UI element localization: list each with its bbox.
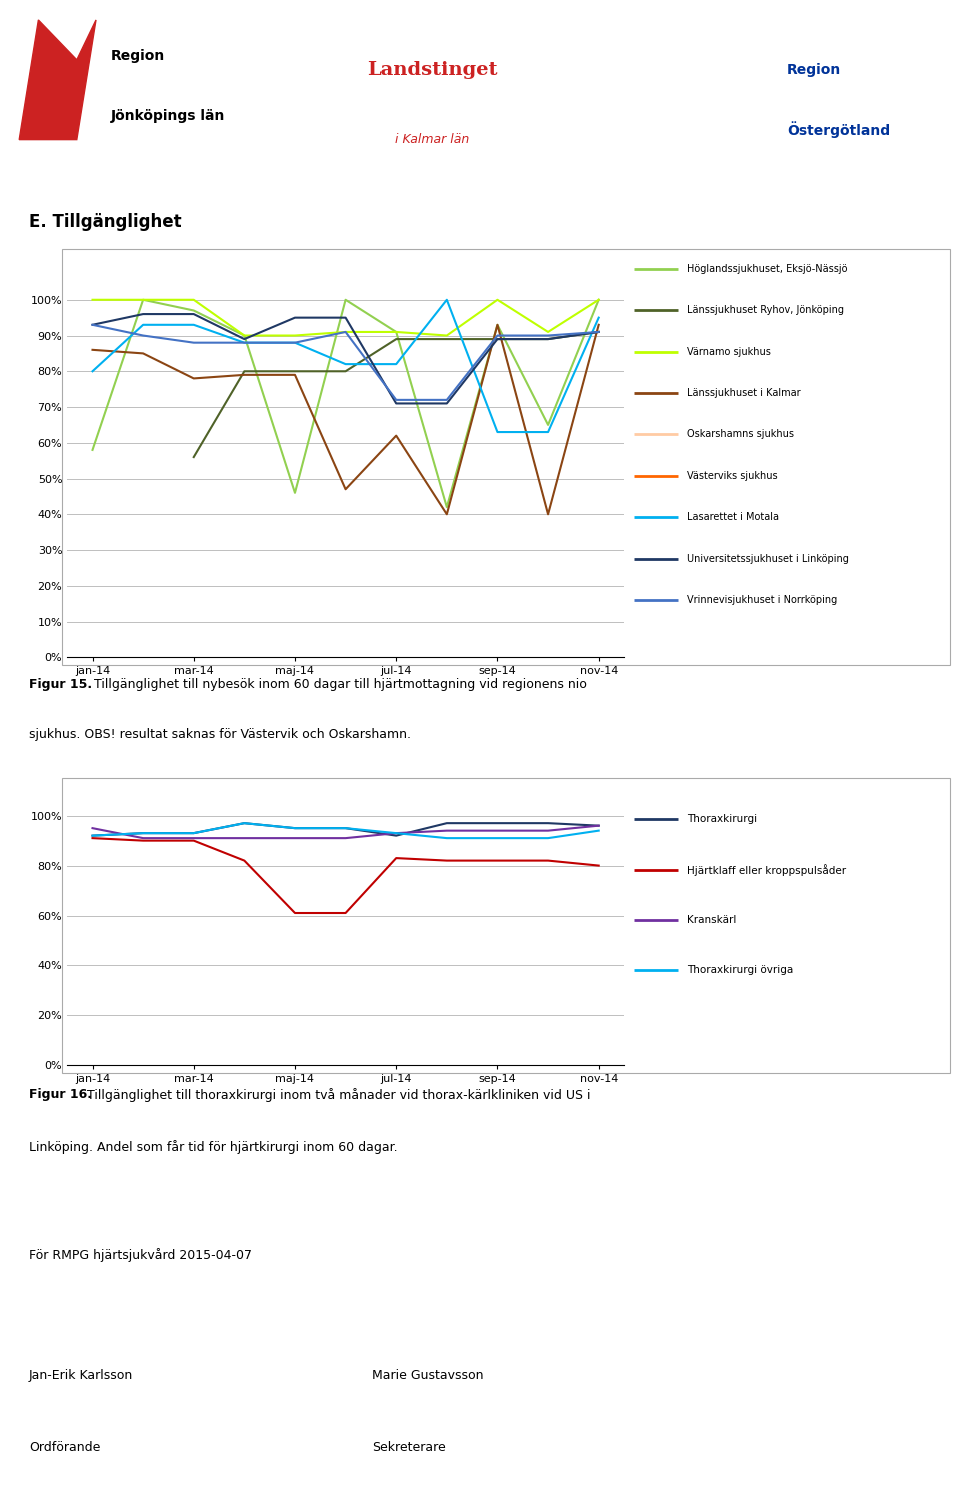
Text: Region: Region xyxy=(110,48,165,63)
Text: E. Tillgänglighet: E. Tillgänglighet xyxy=(29,213,181,231)
Text: sjukhus. OBS! resultat saknas för Västervik och Oskarshamn.: sjukhus. OBS! resultat saknas för Väster… xyxy=(29,728,411,740)
Text: Ordförande: Ordförande xyxy=(29,1441,100,1455)
Text: Thoraxkirurgi: Thoraxkirurgi xyxy=(687,814,757,825)
Text: Tillgänglighet till nybesök inom 60 dagar till hjärtmottagning vid regionens nio: Tillgänglighet till nybesök inom 60 daga… xyxy=(94,678,587,691)
Text: Figur 16.: Figur 16. xyxy=(29,1088,92,1102)
Text: i Kalmar län: i Kalmar län xyxy=(395,133,469,147)
Text: Thoraxkirurgi övriga: Thoraxkirurgi övriga xyxy=(687,966,794,975)
Text: Kranskärl: Kranskärl xyxy=(687,914,737,925)
Text: Västerviks sjukhus: Västerviks sjukhus xyxy=(687,471,779,480)
Text: Universitetssjukhuset i Linköping: Universitetssjukhuset i Linköping xyxy=(687,553,850,564)
Text: Region: Region xyxy=(787,63,842,77)
Text: Landstinget: Landstinget xyxy=(367,60,497,79)
Polygon shape xyxy=(19,20,96,139)
Text: Östergötland: Östergötland xyxy=(787,121,890,138)
Text: För RMPG hjärtsjukvård 2015-04-07: För RMPG hjärtsjukvård 2015-04-07 xyxy=(29,1248,252,1262)
Text: Sekreterare: Sekreterare xyxy=(372,1441,445,1455)
Text: Länssjukhuset i Kalmar: Länssjukhuset i Kalmar xyxy=(687,388,801,397)
Text: Länssjukhuset Ryhov, Jönköping: Länssjukhuset Ryhov, Jönköping xyxy=(687,305,845,316)
Text: Jan-Erik Karlsson: Jan-Erik Karlsson xyxy=(29,1369,133,1383)
Text: Lasarettet i Motala: Lasarettet i Motala xyxy=(687,512,780,523)
Text: Värnamo sjukhus: Värnamo sjukhus xyxy=(687,346,771,357)
Text: Hjärtklaff eller kroppspulsåder: Hjärtklaff eller kroppspulsåder xyxy=(687,864,847,875)
Text: Oskarshamns sjukhus: Oskarshamns sjukhus xyxy=(687,429,795,440)
Text: Marie Gustavsson: Marie Gustavsson xyxy=(372,1369,483,1383)
Text: Jönköpings län: Jönköpings län xyxy=(110,109,225,122)
Text: Tillgänglighet till thoraxkirurgi inom två månader vid thorax-kärlkliniken vid U: Tillgänglighet till thoraxkirurgi inom t… xyxy=(87,1088,591,1102)
Text: Figur 15.: Figur 15. xyxy=(29,678,92,691)
Text: Höglandssjukhuset, Eksjö-Nässjö: Höglandssjukhuset, Eksjö-Nässjö xyxy=(687,264,848,273)
Text: Linköping. Andel som får tid för hjärtkirurgi inom 60 dagar.: Linköping. Andel som får tid för hjärtki… xyxy=(29,1141,397,1154)
Text: Vrinnevisjukhuset i Norrköping: Vrinnevisjukhuset i Norrköping xyxy=(687,595,838,604)
